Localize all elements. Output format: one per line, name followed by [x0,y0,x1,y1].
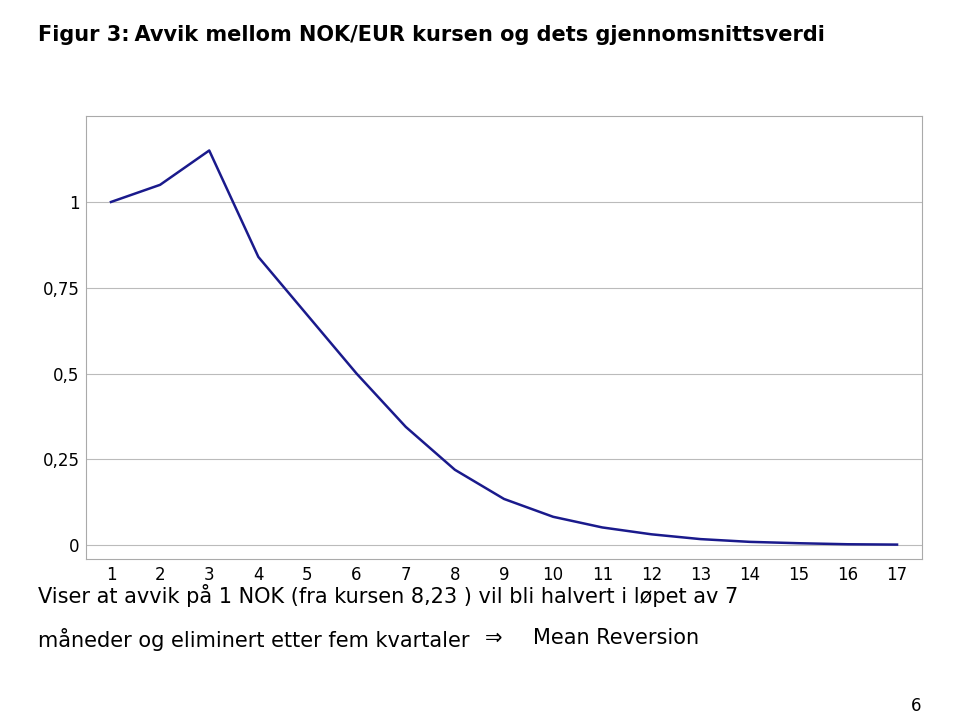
Text: 6: 6 [911,697,922,715]
Text: måneder og eliminert etter fem kvartaler: måneder og eliminert etter fem kvartaler [38,628,469,651]
Text: Viser at avvik på 1 NOK (fra kursen 8,23 ) vil bli halvert i løpet av 7: Viser at avvik på 1 NOK (fra kursen 8,23… [38,584,738,608]
Text: ⇒: ⇒ [485,628,502,648]
Text: Figur 3:: Figur 3: [38,25,130,46]
Text: Avvik mellom NOK/EUR kursen og dets gjennomsnittsverdi: Avvik mellom NOK/EUR kursen og dets gjen… [120,25,825,46]
Text: Mean Reversion: Mean Reversion [533,628,699,648]
